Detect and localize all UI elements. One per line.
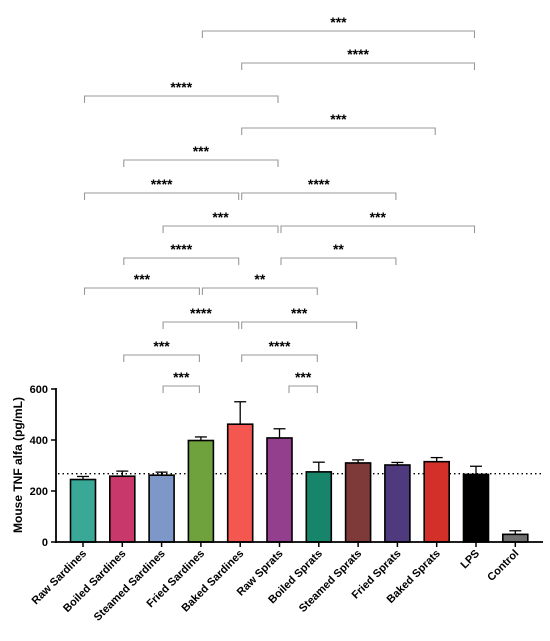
bar-steamed-sardines [148,474,175,543]
significance-bracket: **** [123,241,240,265]
error-bar [273,428,286,438]
significance-bracket: *** [123,338,200,362]
bar-boiled-sprats [305,471,333,543]
bar-fried-sardines [187,439,215,543]
significance-label: *** [295,369,312,385]
significance-bracket: *** [241,305,358,329]
significance-bracket: **** [241,176,397,200]
significance-label: *** [330,111,347,127]
bar-baked-sprats [423,460,451,543]
significance-label: **** [190,305,212,321]
significance-label: *** [134,271,151,287]
significance-bracket: *** [241,111,436,135]
y-tick-label: 400 [30,435,48,447]
significance-label: *** [330,14,347,30]
significance-bracket: *** [162,369,200,393]
significance-label: *** [193,143,210,159]
x-tick-label: Control [485,548,521,584]
significance-label: **** [151,176,173,192]
bar-control [501,533,529,543]
x-tick-label: LPS [458,548,482,572]
significance-bracket: ** [201,271,318,295]
significance-bracket: **** [241,338,318,362]
significance-bracket: *** [162,209,279,233]
significance-label: *** [370,209,387,225]
significance-label: ** [333,241,344,257]
bar-boiled-sardines [109,475,136,543]
bars [69,423,529,543]
significance-label: *** [173,369,190,385]
significance-label: *** [212,209,229,225]
significance-label: *** [153,338,170,354]
error-bar [470,465,482,475]
significance-bracket: *** [288,369,318,393]
y-axis-title: Mouse TNF alfa (pg/mL) [11,397,25,533]
bar-fried-sprats [384,464,411,543]
y-tick-label: 0 [42,537,48,549]
error-bar [312,461,325,472]
significance-bracket: **** [83,176,240,200]
significance-bracket: **** [241,46,476,70]
significance-bracket: **** [83,79,279,103]
significance-bracket: **** [162,305,240,329]
bar-lps [462,473,490,543]
error-bar [234,401,247,425]
significance-label: **** [170,241,192,257]
x-tick-label: Steamed Sardines [92,548,168,624]
significance-label: **** [269,338,291,354]
y-tick-label: 600 [30,384,48,396]
bar-raw-sardines [69,478,97,543]
bar-raw-sprats [266,437,293,543]
significance-bracket: *** [280,209,476,233]
y-tick-label: 200 [30,486,48,498]
significance-bracket: ** [280,241,397,265]
bar-baked-sardines [226,423,254,543]
significance-label: ** [254,271,265,287]
significance-label: **** [347,46,369,62]
bar-steamed-sprats [344,462,372,543]
significance-bracket: *** [83,271,200,295]
error-bars [77,401,522,535]
significance-label: **** [170,79,192,95]
y-axis: 0 200 400 600 [30,384,57,549]
significance-label: *** [291,305,308,321]
significance-label: **** [308,176,330,192]
error-bar [116,470,129,477]
significance-bracket: *** [201,14,476,38]
significance-bracket: *** [123,143,279,167]
significance-brackets: ********************* ******* ******* *****… [83,14,476,393]
